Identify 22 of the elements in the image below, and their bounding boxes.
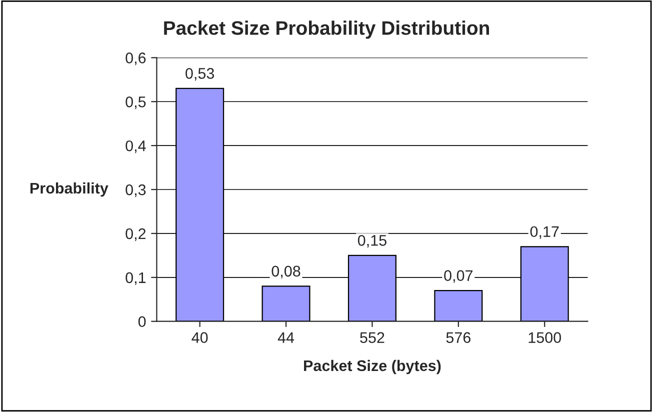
y-axis-title: Probability (30, 182, 108, 197)
data-label: 0,15 (358, 235, 386, 248)
x-tick-label: 576 (446, 332, 470, 343)
chart-title: Packet Size Probability Distribution (164, 20, 489, 39)
y-tick-label: 0,5 (126, 96, 146, 110)
y-tick-label: 0,4 (126, 140, 146, 154)
y-tick-label: 0 (138, 316, 146, 328)
data-label: 0,17 (530, 226, 559, 239)
y-tick-label: 0,2 (126, 228, 146, 241)
x-tick-label: 1500 (528, 332, 561, 343)
x-axis-title: Packet Size (bytes) (304, 360, 441, 374)
bar (262, 286, 310, 322)
x-tick-label: 552 (360, 332, 384, 343)
x-tick-label: 44 (278, 332, 294, 343)
data-label: 0,08 (272, 266, 300, 278)
y-tick-label: 0,6 (126, 52, 146, 66)
bar (434, 290, 483, 322)
y-tick-label: 0,3 (126, 184, 146, 198)
y-tick-label: 0,1 (126, 272, 146, 285)
x-tick-label: 40 (192, 332, 208, 343)
data-label: 0,07 (444, 270, 473, 283)
data-label: 0,53 (186, 68, 214, 81)
